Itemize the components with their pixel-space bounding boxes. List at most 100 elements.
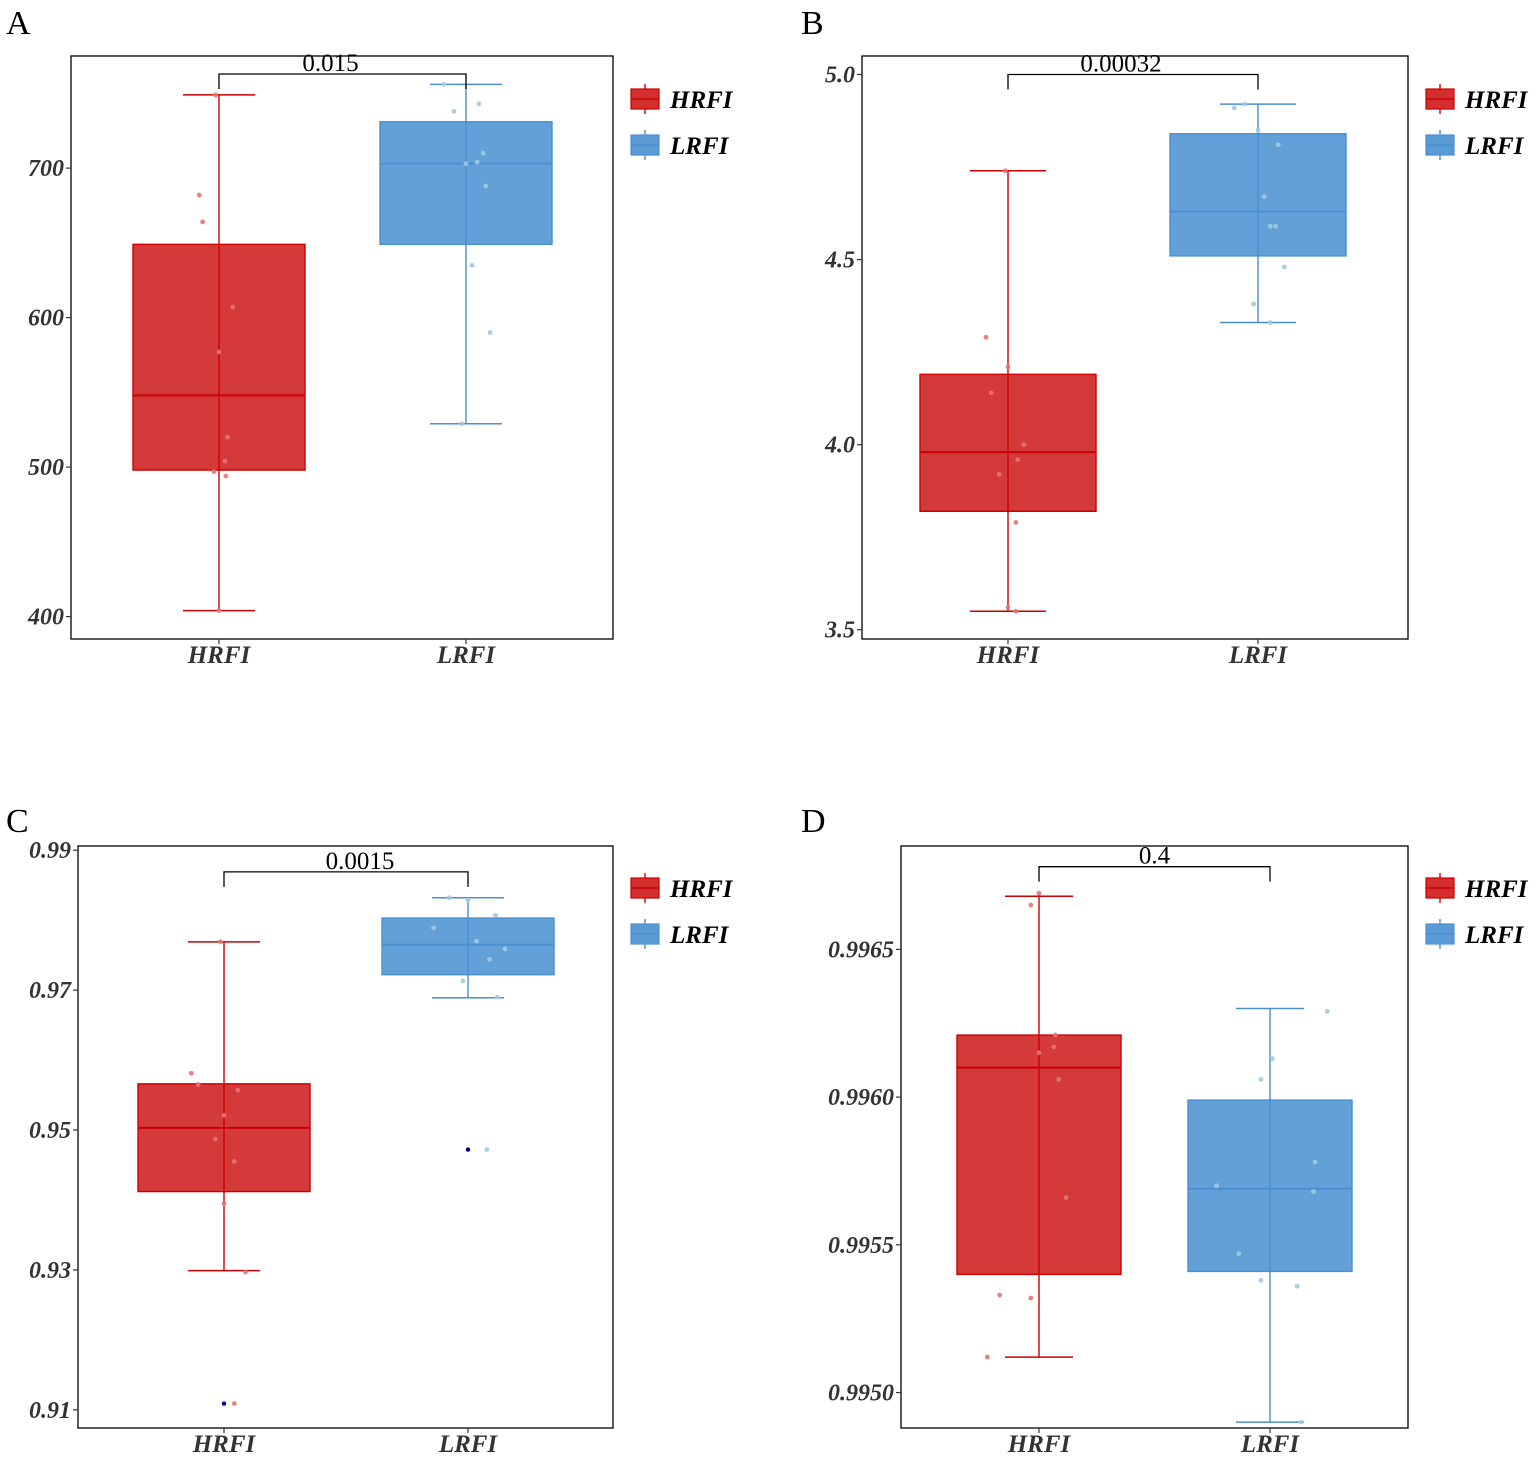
- data-point: [213, 92, 218, 98]
- data-point: [243, 1269, 248, 1275]
- significance-bracket: [1038, 866, 1271, 882]
- data-point: [1258, 1277, 1264, 1283]
- box-lrfi: [381, 895, 555, 1152]
- data-point: [474, 159, 480, 165]
- data-point: [997, 1292, 1003, 1298]
- panel-b: B 3.5 4.0 4.5 5.0 HRFI LRFI 0.00032 HRFI LRFI: [801, 5, 1529, 669]
- box-lrfi: [1187, 1007, 1353, 1425]
- data-point: [1242, 101, 1248, 107]
- legend-label: LRFI: [1464, 133, 1525, 160]
- y-tick-label: 0.97: [29, 978, 72, 1004]
- y-tick-label: 0.9955: [828, 1233, 894, 1259]
- data-point: [1214, 1183, 1220, 1189]
- outlier-point: [221, 1401, 227, 1406]
- data-point: [1267, 320, 1273, 325]
- y-tick-label: 0.95: [29, 1118, 71, 1144]
- panel-a: A 400 500 600 700 HRFI LRFI 0.015 HRFI LRFI: [6, 5, 734, 669]
- data-point: [1294, 1283, 1300, 1289]
- box-hrfi: [919, 168, 1097, 614]
- y-tick-label: 3.5: [824, 618, 855, 644]
- p-value-label: 0.00032: [1080, 51, 1161, 78]
- legend-item-lrfi: LRFI: [630, 919, 730, 949]
- data-point: [474, 938, 479, 944]
- outlier-point: [465, 1147, 471, 1152]
- x-tick-label: HRFI: [976, 642, 1041, 669]
- data-point: [996, 471, 1002, 477]
- data-point: [216, 349, 222, 355]
- data-point: [502, 946, 508, 952]
- y-tick-label: 0.9960: [828, 1085, 894, 1111]
- data-point: [235, 1087, 241, 1093]
- x-tick-label: HRFI: [1007, 1431, 1072, 1458]
- significance-bracket: [218, 73, 467, 89]
- panel-c: C 0.91 0.93 0.95 0.97 0.99 HRFI LRFI 0.0015 HRFI L…: [6, 803, 734, 1458]
- data-point: [195, 1082, 201, 1087]
- data-point: [188, 1070, 194, 1076]
- y-tick-label: 700: [28, 156, 64, 182]
- y-tick-label: 0.91: [29, 1398, 71, 1424]
- plot-frame: [70, 55, 614, 640]
- plot-frame: [861, 55, 1409, 640]
- data-point: [1270, 1056, 1275, 1062]
- data-point: [1036, 1050, 1042, 1056]
- legend-label: HRFI: [1464, 87, 1529, 114]
- data-point: [1013, 608, 1019, 614]
- data-point: [487, 956, 492, 962]
- panel-d: D 0.9950 0.9955 0.9960 0.9965 HRFI LRFI 0.4 HRFI…: [801, 803, 1529, 1458]
- data-point: [1273, 223, 1278, 229]
- data-point: [230, 304, 236, 310]
- data-point: [465, 897, 471, 903]
- data-point: [1282, 264, 1287, 270]
- data-point: [476, 101, 482, 107]
- data-point: [459, 421, 465, 427]
- data-point: [1255, 127, 1261, 133]
- legend-label: HRFI: [1464, 876, 1529, 903]
- y-tick-label: 500: [28, 455, 64, 481]
- data-point: [1311, 1189, 1316, 1195]
- data-point: [221, 1112, 227, 1118]
- plot-frame: [77, 845, 614, 1429]
- data-point: [984, 1354, 990, 1360]
- data-point: [431, 925, 436, 931]
- data-point: [1013, 520, 1019, 525]
- panel-letter: C: [6, 803, 29, 840]
- box-hrfi: [132, 92, 306, 613]
- y-tick-label: 600: [28, 306, 64, 332]
- data-point: [1002, 168, 1008, 174]
- legend-item-lrfi: LRFI: [1425, 919, 1525, 949]
- data-point: [480, 150, 486, 156]
- box-hrfi: [137, 939, 311, 1406]
- legend-item-hrfi: HRFI: [1425, 84, 1529, 114]
- y-tick-label: 0.99: [29, 838, 71, 864]
- x-tick-label: LRFI: [1240, 1431, 1301, 1458]
- y-tick-label: 5.0: [825, 63, 855, 89]
- data-point: [1005, 605, 1011, 610]
- data-point: [1275, 142, 1281, 148]
- x-tick-label: LRFI: [436, 642, 497, 669]
- data-point: [1298, 1419, 1304, 1425]
- y-tick-label: 4.5: [824, 248, 855, 274]
- data-point: [225, 434, 231, 440]
- data-point: [1251, 301, 1256, 307]
- data-point: [1231, 105, 1237, 111]
- p-value-label: 0.0015: [326, 848, 395, 875]
- data-point: [493, 912, 498, 918]
- y-tick-label: 0.9950: [828, 1381, 894, 1407]
- data-point: [988, 390, 994, 396]
- data-point: [1028, 902, 1034, 908]
- legend-label: LRFI: [669, 922, 730, 949]
- y-tick-label: 0.93: [29, 1258, 71, 1284]
- data-point: [200, 219, 206, 225]
- data-point: [196, 192, 202, 198]
- data-point: [216, 608, 222, 613]
- data-point: [231, 1159, 237, 1164]
- data-point: [1028, 1295, 1034, 1301]
- data-point: [463, 161, 469, 167]
- data-point: [1236, 1251, 1242, 1257]
- legend-item-hrfi: HRFI: [630, 873, 734, 903]
- p-value-label: 0.4: [1139, 843, 1171, 870]
- data-point: [484, 1147, 490, 1152]
- data-point: [451, 108, 457, 114]
- data-point: [223, 473, 229, 479]
- data-point: [494, 994, 500, 1000]
